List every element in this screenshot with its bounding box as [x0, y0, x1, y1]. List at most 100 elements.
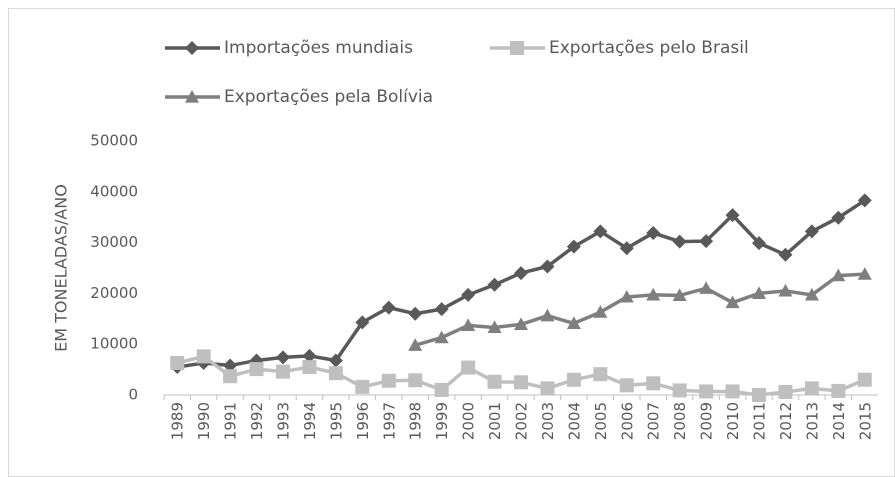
point: [223, 358, 238, 373]
point: [355, 379, 370, 394]
x-tick-label: 1995: [327, 402, 345, 440]
point: [514, 266, 528, 281]
point: [672, 383, 687, 398]
point: [646, 287, 661, 301]
point: [434, 302, 449, 317]
point: [381, 373, 396, 388]
point: [223, 369, 238, 384]
x-tick-label: 2000: [460, 402, 478, 440]
point: [752, 286, 766, 299]
point: [461, 360, 476, 375]
point: [857, 193, 872, 208]
point: [778, 283, 793, 297]
point: [276, 364, 290, 379]
point: [857, 372, 872, 387]
point: [593, 224, 608, 239]
x-tick-label: 2009: [698, 402, 716, 440]
point: [328, 366, 343, 381]
x-tick-label: 2003: [539, 402, 557, 440]
point: [540, 381, 555, 396]
point: [699, 234, 714, 249]
point: [408, 306, 423, 321]
point: [804, 224, 819, 239]
point: [699, 281, 714, 294]
x-tick-label: 1999: [433, 402, 451, 440]
point: [593, 305, 608, 318]
x-tick-label: 1990: [195, 402, 213, 440]
x-tick-label: 2002: [513, 402, 531, 440]
x-tick-label: 2012: [777, 402, 795, 440]
point: [593, 367, 608, 382]
x-tick-label: 2001: [486, 402, 504, 440]
chart-border: [8, 8, 895, 477]
point: [302, 348, 317, 363]
point: [831, 383, 846, 398]
point: [646, 225, 661, 240]
point: [196, 349, 211, 364]
point: [487, 320, 502, 334]
x-tick-label: 1991: [222, 402, 240, 440]
y-tick-label: 20000: [90, 284, 138, 302]
point: [646, 376, 661, 391]
point: [566, 372, 581, 387]
y-axis-label: EM TONELADAS/ANO: [52, 184, 71, 352]
point: [672, 234, 687, 249]
point: [540, 308, 555, 322]
point: [487, 374, 502, 389]
point: [752, 388, 766, 402]
point: [355, 315, 370, 330]
point: [276, 350, 290, 365]
x-tick-label: 1994: [301, 402, 319, 440]
point: [752, 236, 766, 251]
y-tick-label: 40000: [90, 182, 138, 200]
x-tick-label: 2007: [645, 402, 663, 440]
legend-marker: [185, 41, 199, 55]
x-tick-label: 1993: [275, 402, 293, 440]
point: [434, 382, 449, 397]
point: [487, 277, 502, 292]
point: [831, 268, 846, 282]
x-tick-label: 2015: [856, 402, 874, 440]
point: [461, 318, 476, 332]
y-tick-label: 30000: [90, 233, 138, 251]
point: [302, 360, 317, 375]
legend-marker: [510, 41, 524, 55]
point: [434, 330, 449, 344]
point: [461, 287, 476, 302]
y-tick-label: 10000: [90, 335, 138, 353]
x-tick-label: 2006: [618, 402, 636, 440]
point: [778, 247, 793, 262]
point: [778, 384, 793, 399]
x-tick-label: 2008: [671, 402, 689, 440]
point: [514, 317, 528, 330]
point: [619, 378, 634, 393]
point: [725, 295, 740, 309]
point: [672, 288, 687, 302]
point: [619, 289, 634, 303]
point: [566, 316, 581, 329]
point: [619, 241, 634, 256]
x-tick-label: 1992: [248, 402, 266, 440]
point: [170, 355, 185, 370]
x-tick-label: 1989: [169, 402, 187, 440]
legend-label: Importações mundiais: [224, 38, 413, 58]
legend-label: Exportações pela Bolívia: [224, 87, 433, 107]
legend-marker: [185, 90, 199, 103]
point: [540, 259, 555, 274]
point: [408, 338, 423, 351]
x-tick-label: 2013: [803, 402, 821, 440]
x-tick-label: 1998: [407, 402, 425, 440]
point: [725, 384, 740, 399]
x-tick-label: 2010: [724, 402, 742, 440]
point: [328, 353, 343, 368]
point: [804, 381, 819, 396]
point: [699, 384, 714, 399]
x-tick-label: 2004: [565, 402, 583, 440]
legend-label: Exportações pelo Brasil: [549, 38, 749, 58]
x-tick-label: 2011: [751, 402, 769, 440]
x-tick-label: 2005: [592, 402, 610, 440]
point: [381, 300, 396, 315]
series-line: [414, 272, 865, 347]
point: [566, 239, 581, 254]
point: [804, 287, 819, 301]
